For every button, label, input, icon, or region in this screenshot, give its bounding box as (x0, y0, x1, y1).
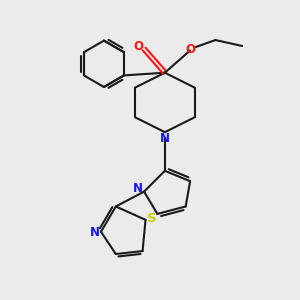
Text: O: O (186, 43, 196, 56)
Text: N: N (160, 132, 170, 145)
Text: N: N (89, 226, 99, 239)
Text: S: S (147, 212, 157, 225)
Text: O: O (134, 40, 144, 53)
Text: N: N (133, 182, 142, 195)
